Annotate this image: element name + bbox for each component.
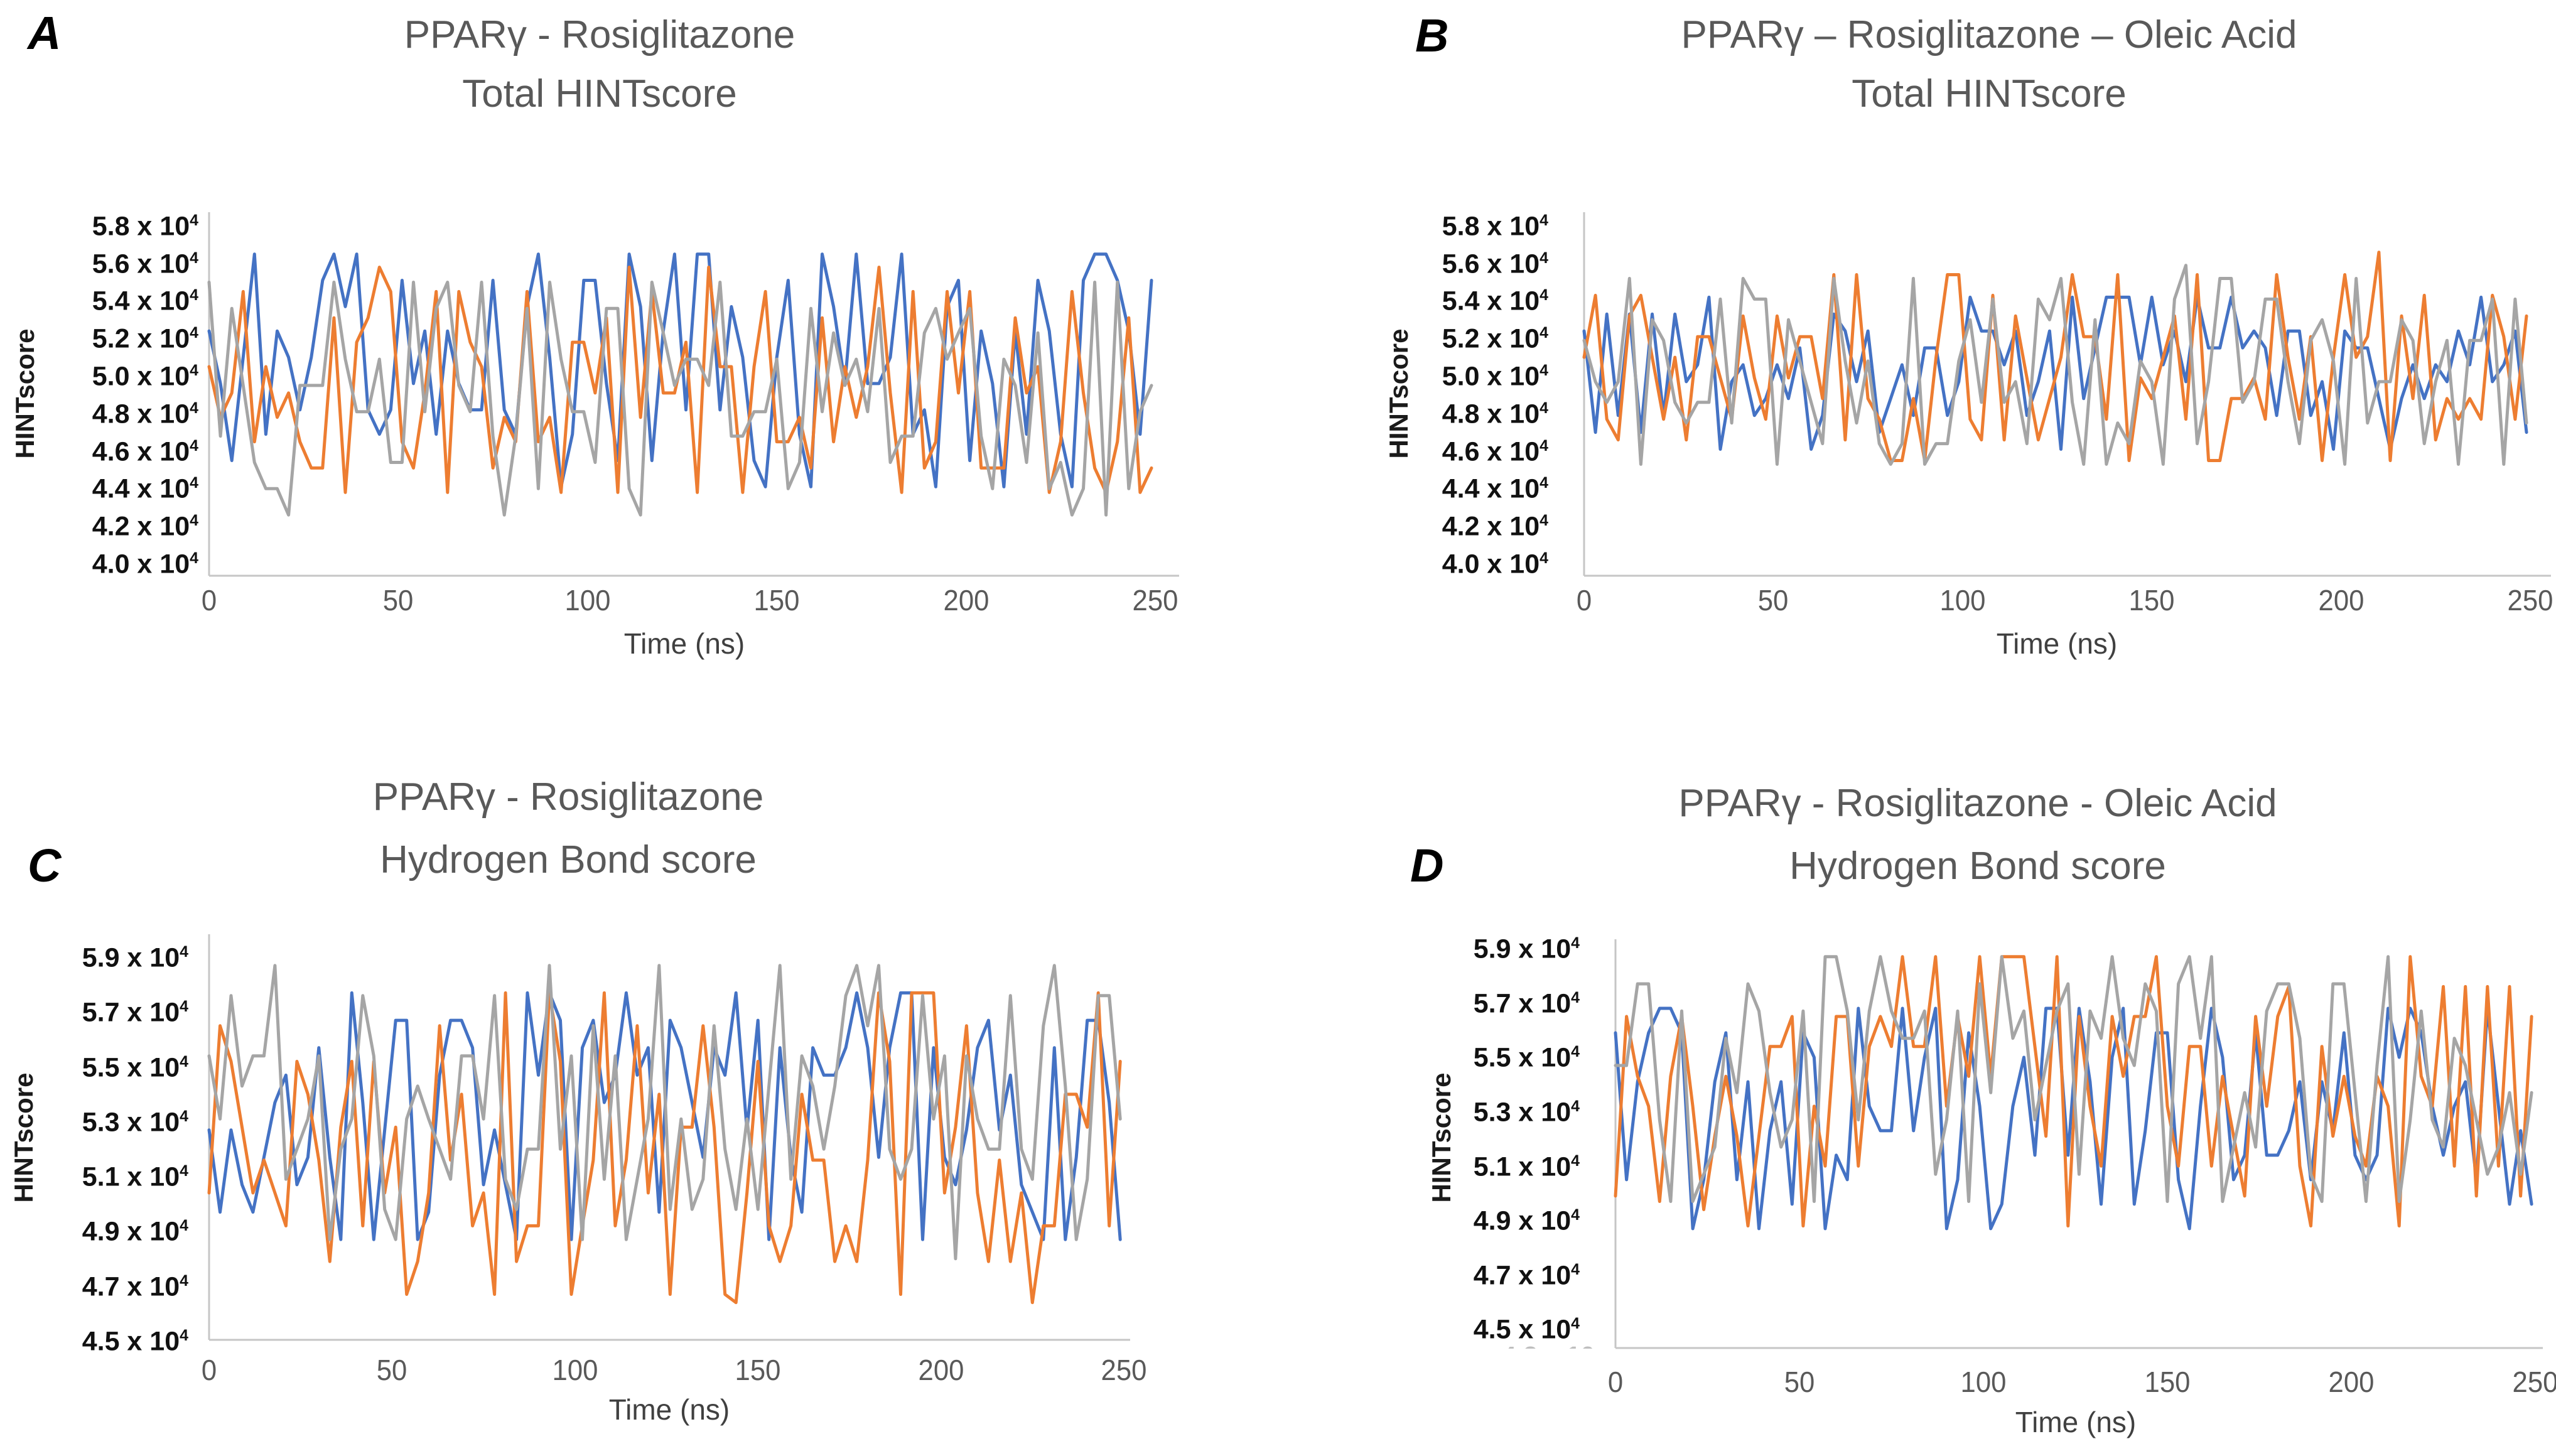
x-tick-label-d: 250 xyxy=(2512,1366,2556,1398)
series-blue-b xyxy=(1582,295,2528,451)
series-orange-c xyxy=(207,991,1122,1305)
y-tick-label-d: 4.7 x 104 xyxy=(1473,1260,1580,1291)
y-tick-label-b: 4.2 x 104 xyxy=(1442,511,1548,542)
y-tick-label-b: 5.4 x 104 xyxy=(1442,286,1548,316)
x-tick-label-c: 250 xyxy=(1101,1354,1147,1386)
y-tick-label-a: 4.8 x 104 xyxy=(92,399,198,429)
y-tick-label-d: 5.7 x 104 xyxy=(1473,988,1580,1019)
panel-label-b: B xyxy=(1415,9,1449,62)
y-tick-label-a: 5.8 x 104 xyxy=(92,211,198,242)
y-tick-label-b: 5.8 x 104 xyxy=(1442,211,1548,242)
x-tick-label-b: 50 xyxy=(1758,584,1789,617)
y-tick-label-d: 4.9 x 104 xyxy=(1473,1205,1580,1236)
x-tick-label-a: 250 xyxy=(1132,584,1178,617)
x-tick-label-b: 250 xyxy=(2507,584,2553,617)
y-tick-label-c: 5.9 x 104 xyxy=(82,942,188,973)
x-tick-label-b: 0 xyxy=(1576,584,1592,617)
line-chart-d xyxy=(1614,939,2543,1349)
chart-title-c-line1: PPARγ - Rosiglitazone xyxy=(372,775,764,819)
y-tick-label-b: 4.0 x 104 xyxy=(1442,549,1548,580)
x-tick-label-a: 0 xyxy=(201,584,217,617)
series-gray-a xyxy=(207,281,1153,517)
line-chart-c xyxy=(207,934,1130,1341)
y-tick-label-a: 5.2 x 104 xyxy=(92,323,198,354)
x-axis-title-d: Time (ns) xyxy=(2015,1406,2137,1438)
x-tick-label-a: 150 xyxy=(753,584,800,617)
chart-title-d-line2: Hydrogen Bond score xyxy=(1789,844,2166,888)
y-tick-label-d: 5.3 x 104 xyxy=(1473,1097,1580,1128)
y-tick-label-b: 5.2 x 104 xyxy=(1442,323,1548,354)
y-tick-label-a: 4.6 x 104 xyxy=(92,436,198,466)
line-chart-b xyxy=(1582,212,2551,577)
y-tick-label-b: 5.6 x 104 xyxy=(1442,248,1548,279)
y-tick-label-d: 5.5 x 104 xyxy=(1473,1042,1580,1073)
y-tick-label-b: 4.8 x 104 xyxy=(1442,399,1548,429)
x-tick-label-c: 100 xyxy=(552,1354,598,1386)
y-tick-label-a: 5.0 x 104 xyxy=(92,361,198,392)
x-tick-label-a: 200 xyxy=(943,584,990,617)
y-tick-label-b: 4.6 x 104 xyxy=(1442,436,1548,466)
x-tick-label-d: 50 xyxy=(1784,1366,1815,1398)
y-tick-label-c: 4.9 x 104 xyxy=(82,1216,188,1247)
y-tick-label-b: 4.4 x 104 xyxy=(1442,473,1548,504)
y-tick-label-c: 5.7 x 104 xyxy=(82,997,188,1028)
y-tick-label-c: 5.3 x 104 xyxy=(82,1107,188,1138)
chart-title-b-line2: Total HINTscore xyxy=(1852,72,2127,116)
panel-label-d: D xyxy=(1410,839,1444,892)
clipped-tick-label-remnant: 4.3 x 10⁴ xyxy=(1502,1341,1612,1349)
y-tick-label-d: 4.5 x 104 xyxy=(1473,1314,1580,1345)
x-tick-label-c: 200 xyxy=(918,1354,964,1386)
y-tick-label-c: 5.1 x 104 xyxy=(82,1162,188,1192)
chart-title-c-line2: Hydrogen Bond score xyxy=(380,838,757,882)
x-tick-label-d: 100 xyxy=(1960,1366,2007,1398)
x-tick-label-b: 100 xyxy=(1939,584,1986,617)
y-tick-label-c: 4.7 x 104 xyxy=(82,1271,188,1302)
x-tick-label-d: 0 xyxy=(1607,1366,1624,1398)
chart-title-a-line2: Total HINTscore xyxy=(462,72,737,116)
x-axis-title-c: Time (ns) xyxy=(608,1393,730,1426)
chart-title-b-line1: PPARγ – Rosiglitazone – Oleic Acid xyxy=(1681,13,2297,57)
x-tick-label-a: 50 xyxy=(383,584,414,617)
y-tick-label-a: 5.6 x 104 xyxy=(92,248,198,279)
x-tick-label-b: 200 xyxy=(2318,584,2365,617)
chart-title-d-line1: PPARγ - Rosiglitazone - Oleic Acid xyxy=(1678,782,2277,825)
series-orange-d xyxy=(1614,955,2533,1227)
series-blue-a xyxy=(207,252,1153,488)
series-gray-b xyxy=(1582,264,2528,466)
y-tick-label-a: 4.2 x 104 xyxy=(92,511,198,542)
x-tick-label-a: 100 xyxy=(564,584,611,617)
y-tick-label-a: 4.4 x 104 xyxy=(92,473,198,504)
y-tick-label-c: 4.5 x 104 xyxy=(82,1326,188,1357)
x-tick-label-c: 150 xyxy=(735,1354,781,1386)
x-tick-label-d: 200 xyxy=(2328,1366,2375,1398)
x-tick-label-c: 50 xyxy=(377,1354,407,1386)
series-orange-b xyxy=(1582,251,2528,462)
y-tick-label-c: 5.5 x 104 xyxy=(82,1052,188,1082)
x-axis-title-a: Time (ns) xyxy=(623,627,745,660)
y-tick-label-d: 5.9 x 104 xyxy=(1473,934,1580,964)
y-tick-label-a: 4.0 x 104 xyxy=(92,549,198,580)
y-tick-label-b: 5.0 x 104 xyxy=(1442,361,1548,392)
chart-title-a-line1: PPARγ - Rosiglitazone xyxy=(404,13,795,57)
y-tick-label-d: 5.1 x 104 xyxy=(1473,1151,1580,1182)
x-axis-title-b: Time (ns) xyxy=(1996,627,2118,660)
panel-label-c: C xyxy=(28,839,62,892)
series-gray-d xyxy=(1614,955,2533,1203)
series-gray-c xyxy=(207,964,1122,1261)
x-tick-label-b: 150 xyxy=(2128,584,2175,617)
line-chart-a xyxy=(207,212,1179,577)
x-tick-label-d: 150 xyxy=(2144,1366,2191,1398)
panel-label-a: A xyxy=(28,7,62,59)
x-tick-label-c: 0 xyxy=(201,1354,217,1386)
y-tick-label-a: 5.4 x 104 xyxy=(92,286,198,316)
